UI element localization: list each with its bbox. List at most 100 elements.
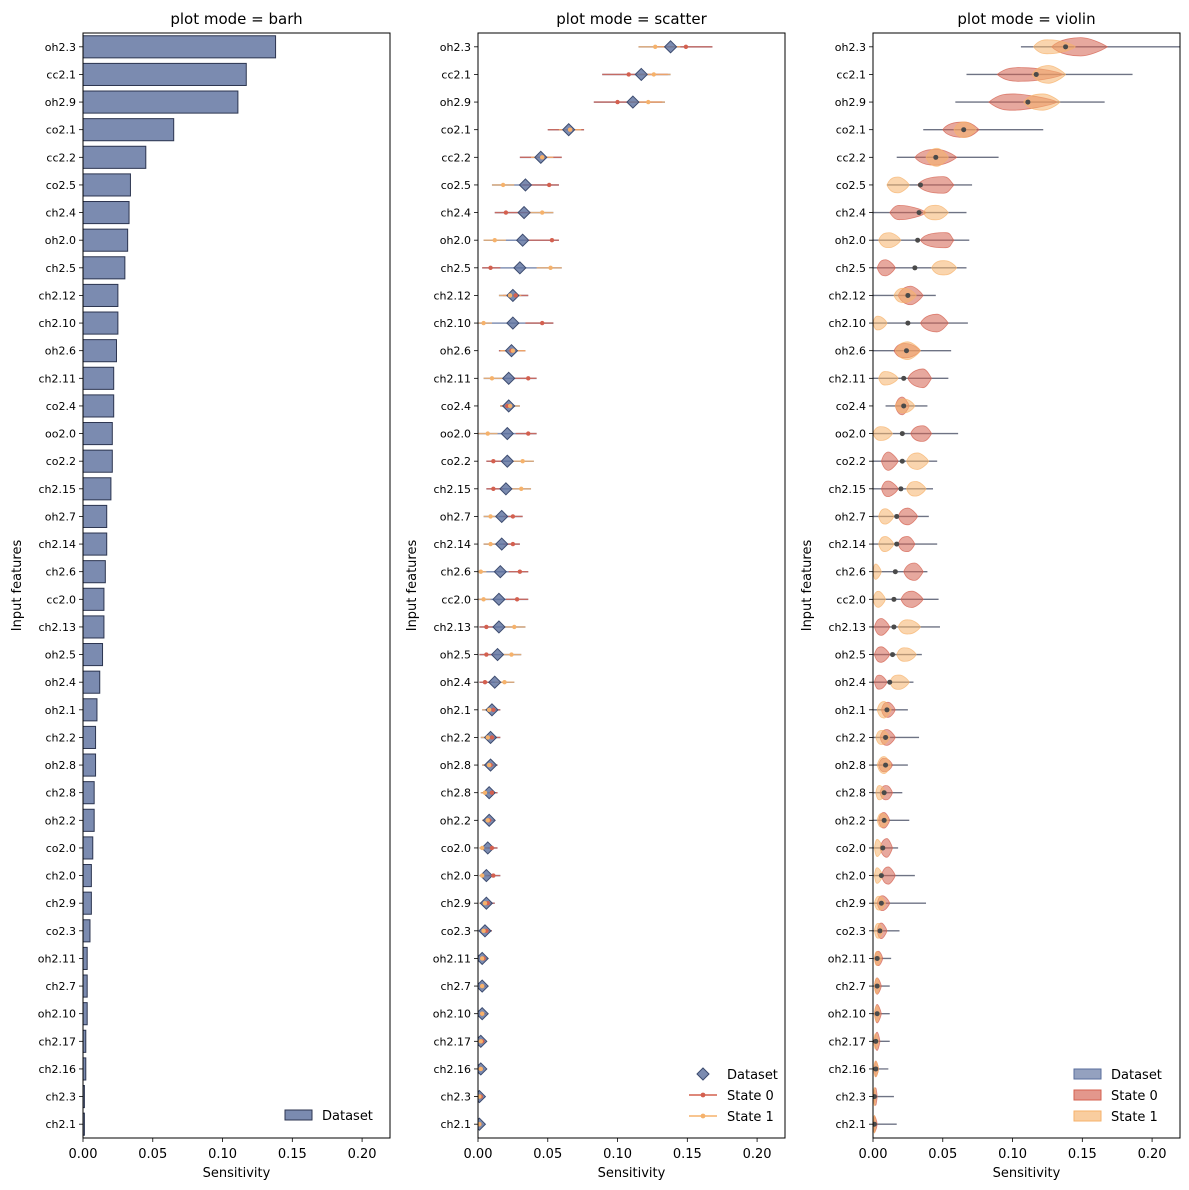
dataset-median-ch2.14 (894, 541, 900, 547)
state0-point-co2.2 (491, 458, 496, 464)
bar-ch2.4 (83, 201, 130, 225)
state1-violin-ch2.11 (878, 371, 899, 386)
bar-ch2.3 (83, 1085, 85, 1109)
dataset-median-ch2.12 (905, 292, 911, 298)
state0-violin-ch2.10 (919, 313, 949, 333)
state0-point-oh2.4 (482, 679, 488, 685)
ytick-label-ch2.15: ch2.15 (433, 483, 471, 496)
ytick-label-cc2.1: cc2.1 (441, 68, 471, 81)
ytick-label-co2.4: co2.4 (836, 400, 866, 413)
state0-point-oh2.3 (683, 44, 689, 50)
dataset-median-ch2.4 (916, 210, 922, 216)
dataset-median-oh2.3 (1063, 44, 1069, 50)
state0-point-ch2.11 (526, 376, 531, 381)
state1-violin-oh2.0 (878, 232, 902, 249)
y-axis-label: Input features (405, 540, 420, 632)
xtick-label-0.15: 0.15 (278, 1147, 307, 1162)
state1-violin-ch2.6 (873, 563, 882, 580)
ytick-label-co2.2: co2.2 (46, 455, 76, 468)
ytick-label-ch2.0: ch2.0 (45, 870, 76, 883)
ytick-label-oh2.10: oh2.10 (828, 1008, 866, 1021)
xtick-label-0.20: 0.20 (1138, 1147, 1167, 1162)
dataset-median-co2.0 (880, 845, 886, 851)
ytick-label-oh2.4: oh2.4 (835, 676, 866, 689)
dataset-marker-oh2.7 (495, 509, 509, 524)
state1-point-ch2.3 (478, 1094, 482, 1099)
panel-title: plot mode = violin (957, 10, 1095, 28)
legend-swatch-dataset (284, 1109, 313, 1121)
state0-point-ch2.4 (503, 210, 509, 215)
ytick-label-co2.3: co2.3 (46, 925, 76, 938)
plot-area (873, 37, 1180, 1134)
ytick-label-ch2.16: ch2.16 (38, 1063, 76, 1076)
dataset-median-ch2.17 (873, 1038, 879, 1044)
state1-violin-co2.5 (886, 176, 910, 194)
state1-point-ch2.7 (479, 983, 485, 989)
state1-point-oh2.10 (479, 1011, 485, 1016)
legend: Dataset (284, 1109, 373, 1124)
dataset-median-oh2.6 (903, 348, 909, 354)
legend: Dataset State 0 State 1 (689, 1067, 778, 1125)
ytick-label-oh2.9: oh2.9 (45, 96, 76, 109)
bar-ch2.12 (83, 283, 119, 307)
ytick-label-cc2.2: cc2.2 (441, 151, 471, 164)
state0-violin-ch2.13 (873, 618, 891, 636)
ytick-label-ch2.15: ch2.15 (828, 483, 866, 496)
ytick-label-ch2.0: ch2.0 (440, 870, 471, 883)
state1-violin-ch2.14 (878, 536, 895, 552)
ytick-label-co2.5: co2.5 (441, 179, 471, 192)
dataset-median-oh2.10 (874, 1011, 880, 1017)
ytick-label-oh2.10: oh2.10 (38, 1008, 76, 1021)
dataset-median-oh2.5 (890, 652, 896, 658)
dataset-median-co2.5 (917, 182, 923, 188)
ytick-label-oh2.3: oh2.3 (45, 41, 76, 54)
bar-oh2.3 (83, 35, 277, 59)
state0-point-oh2.9 (615, 99, 620, 105)
ytick-label-cc2.0: cc2.0 (441, 593, 471, 606)
ytick-label-ch2.17: ch2.17 (828, 1035, 866, 1048)
ytick-label-cc2.0: cc2.0 (46, 593, 76, 606)
ytick-label-oh2.8: oh2.8 (440, 759, 471, 772)
state1-point-ch2.5 (548, 265, 553, 271)
ytick-label-oh2.2: oh2.2 (440, 814, 471, 827)
state0-violin-ch2.14 (897, 536, 916, 552)
ytick-label-ch2.12: ch2.12 (38, 289, 76, 302)
state1-point-cc2.2 (539, 155, 545, 160)
ytick-label-ch2.3: ch2.3 (45, 1091, 76, 1104)
ytick-label-ch2.6: ch2.6 (440, 566, 471, 579)
bar-co2.5 (83, 173, 131, 197)
ytick-label-ch2.2: ch2.2 (835, 731, 866, 744)
ytick-label-ch2.2: ch2.2 (440, 731, 471, 744)
state1-point-ch2.6 (478, 569, 483, 574)
barh-panel: oh2.3 cc2.1 oh2.9 co2.1 cc2.2 co2.5 ch2.4 oh2.0… (10, 10, 391, 1181)
state1-point-co2.4 (507, 403, 513, 409)
ytick-label-ch2.9: ch2.9 (45, 897, 76, 910)
ytick-label-oh2.1: oh2.1 (440, 704, 471, 717)
ytick-label-oh2.3: oh2.3 (440, 41, 471, 54)
state0-point-ch2.5 (488, 265, 493, 271)
state0-point-ch2.0 (491, 873, 496, 878)
state1-point-ch2.12 (507, 293, 513, 298)
ytick-label-ch2.8: ch2.8 (45, 787, 76, 800)
state1-point-ch2.13 (512, 624, 517, 630)
violin-panel: oh2.3 cc2.1 oh2.9 co2.1 cc2.2 co2.5 ch2.4 oh2.0… (800, 10, 1181, 1181)
dataset-marker-ch2.12 (506, 288, 520, 303)
state0-violin-co2.5 (917, 176, 955, 194)
dataset-median-ch2.15 (898, 486, 904, 492)
bar-co2.1 (83, 118, 175, 142)
ytick-label-ch2.15: ch2.15 (38, 483, 76, 496)
ytick-label-co2.1: co2.1 (46, 124, 76, 137)
xtick-label-0.10: 0.10 (603, 1147, 632, 1162)
dataset-median-ch2.6 (892, 569, 898, 575)
ytick-label-ch2.4: ch2.4 (835, 207, 866, 220)
xtick-label-0.10: 0.10 (208, 1147, 237, 1162)
ytick-label-oh2.6: oh2.6 (440, 345, 471, 358)
ytick-label-ch2.2: ch2.2 (45, 731, 76, 744)
state1-point-ch2.9 (482, 900, 488, 906)
ytick-label-ch2.7: ch2.7 (440, 980, 471, 993)
state0-point-oh2.7 (510, 514, 516, 519)
state1-violin-ch2.2 (875, 729, 891, 745)
dataset-median-ch2.10 (905, 320, 911, 326)
bar-co2.3 (83, 919, 91, 943)
xtick-label-0.00: 0.00 (859, 1147, 888, 1162)
